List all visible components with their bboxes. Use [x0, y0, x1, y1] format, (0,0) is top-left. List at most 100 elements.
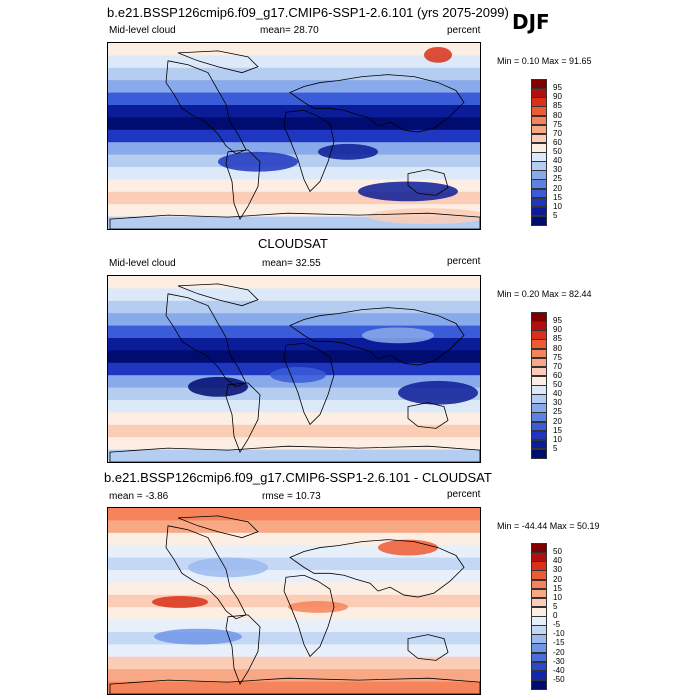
- coastline: [165, 60, 247, 155]
- colorbar-tick-label: 30: [553, 565, 562, 575]
- field-band: [108, 508, 480, 521]
- field-feature: [362, 327, 434, 344]
- field-band: [108, 55, 480, 69]
- colorbar-tick-label: 0: [553, 611, 558, 620]
- colorbar-tick-label: 50: [553, 380, 562, 389]
- coastline: [283, 342, 335, 426]
- colorbar-tick-label: 80: [553, 343, 562, 353]
- field-band: [108, 644, 480, 658]
- colorbar-tick-label: 80: [553, 110, 562, 120]
- field-band: [108, 520, 480, 534]
- panel-2-colorbar: 95 90 85 80 75 70 60 50 40 30 25 20 15 10 5: [531, 312, 562, 459]
- colorbar-tick-label: 50: [553, 147, 562, 156]
- coastline: [177, 515, 259, 539]
- coastline: [109, 677, 480, 694]
- panel-1-variable-label: Mid-level cloud: [109, 25, 176, 36]
- panel-2-mean-label: mean= 32.55: [262, 258, 321, 269]
- field-feature: [424, 46, 452, 63]
- panel-2-units-label: percent: [447, 256, 481, 267]
- panel-3-units-label: percent: [447, 489, 481, 500]
- colorbar-tick-label: 15: [553, 425, 562, 435]
- colorbar-tick-label: 10: [553, 434, 562, 444]
- coastline: [165, 525, 247, 620]
- field-band: [108, 557, 480, 571]
- field-band: [108, 142, 480, 156]
- colorbar-tick-label: 70: [553, 128, 562, 138]
- colorbar-tick-label: 20: [553, 183, 562, 193]
- field-band: [108, 607, 480, 621]
- panel-3-mean-label: mean = -3.86: [109, 491, 169, 502]
- panel-1-mean-label: mean= 28.70: [260, 25, 319, 36]
- colorbar-tick-label: 5: [553, 443, 558, 453]
- colorbar-tick-label: 5: [553, 601, 558, 611]
- field-feature: [188, 376, 248, 397]
- colorbar-tick-label: 75: [553, 119, 562, 129]
- field-feature: [270, 367, 326, 383]
- panel-2-map: [107, 275, 481, 463]
- colorbar-tick-label: -15: [553, 638, 565, 648]
- field-band: [108, 67, 480, 81]
- field-band: [108, 276, 480, 289]
- field-band: [108, 288, 480, 302]
- colorbar-tick-label: 60: [553, 370, 562, 380]
- colorbar-tick-label: 20: [553, 416, 562, 426]
- panel-1-map: [107, 42, 481, 230]
- colorbar-tick-label: 15: [553, 583, 562, 593]
- coastline: [283, 109, 335, 193]
- coastline: [407, 169, 449, 196]
- colorbar-tick-label: 15: [553, 192, 562, 202]
- field-band: [108, 656, 480, 670]
- colorbar-tick-label: 40: [553, 556, 562, 566]
- field-feature: [358, 181, 458, 202]
- field-band: [108, 43, 480, 56]
- colorbar-tick-label: 85: [553, 334, 562, 344]
- colorbar-tick-label: 5: [553, 210, 558, 220]
- colorbar-tick-label: 70: [553, 361, 562, 371]
- panel-1-minmax: Min = 0.10 Max = 91.65: [497, 56, 592, 66]
- colorbar-tick-label: -20: [553, 647, 565, 657]
- colorbar-tick-label: 30: [553, 165, 562, 175]
- colorbar-tick-label: 25: [553, 174, 562, 184]
- field-band: [108, 300, 480, 314]
- field-feature: [188, 557, 268, 578]
- field-band: [108, 129, 480, 143]
- colorbar-box: [531, 215, 547, 226]
- colorbar-tick-label: 10: [553, 592, 562, 602]
- panel-1-units-label: percent: [447, 25, 481, 36]
- coastline: [177, 283, 259, 307]
- coastline: [289, 539, 465, 598]
- field-feature: [154, 628, 242, 645]
- colorbar-box: [531, 448, 547, 459]
- colorbar-tick-label: -5: [553, 620, 561, 630]
- field-band: [108, 166, 480, 180]
- colorbar-tick-label: 30: [553, 398, 562, 408]
- field-band: [108, 92, 480, 106]
- field-feature: [218, 151, 298, 172]
- field-band: [108, 399, 480, 413]
- coastline: [225, 149, 261, 221]
- field-band: [108, 619, 480, 633]
- coastline: [109, 212, 480, 229]
- panel-3-map: [107, 507, 481, 695]
- panel-3-title: b.e21.BSSP126cmip6.f09_g17.CMIP6-SSP1-2.…: [104, 470, 492, 485]
- colorbar-tick-label: -30: [553, 656, 565, 666]
- panel-3-colorbar: 50 40 30 20 15 10 5 0 -5 -10 -15 -20 -30 -40 -50: [531, 543, 565, 690]
- coastline: [407, 402, 449, 429]
- panel-3-minmax: Min = -44.44 Max = 50.19: [497, 521, 600, 531]
- colorbar-tick-label: 90: [553, 325, 562, 335]
- field-band: [108, 424, 480, 438]
- field-band: [108, 412, 480, 426]
- field-feature: [368, 208, 480, 225]
- panel-1-colorbar: 95 90 85 80 75 70 60 50 40 30 25 20 15 10 5: [531, 79, 562, 226]
- field-feature: [398, 380, 478, 405]
- panel-1-title: b.e21.BSSP126cmip6.f09_g17.CMIP6-SSP1-2.…: [107, 5, 509, 20]
- field-band: [108, 117, 480, 131]
- field-band: [108, 449, 480, 462]
- colorbar-tick-label: 50: [553, 547, 562, 557]
- panel-2-title: CLOUDSAT: [258, 236, 328, 251]
- colorbar-box: [531, 679, 547, 690]
- colorbar-tick-label: 75: [553, 352, 562, 362]
- field-band: [108, 80, 480, 94]
- colorbar-tick-label: 40: [553, 389, 562, 399]
- coastline: [289, 74, 465, 133]
